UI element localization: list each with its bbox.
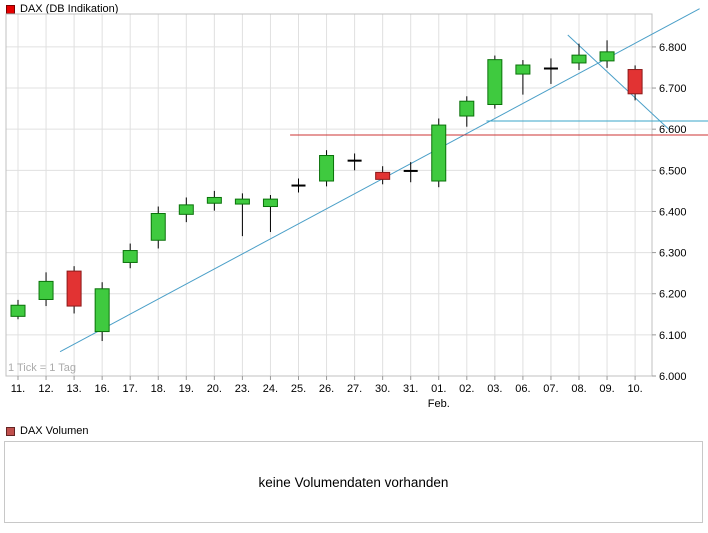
candle-up-body xyxy=(319,155,335,182)
candle-doji-body xyxy=(291,184,306,187)
tick-interval-watermark: 1 Tick = 1 Tag xyxy=(8,362,76,374)
candles xyxy=(10,40,643,342)
candle-down-body xyxy=(375,171,391,180)
price-chart-legend: DAX (DB Indikation) xyxy=(6,3,118,15)
candle-doji-body xyxy=(543,67,558,70)
y-axis-label: 6.600 xyxy=(659,124,687,136)
y-axis-label: 6.800 xyxy=(659,42,687,54)
y-axis-label: 6.500 xyxy=(659,165,687,177)
x-axis-label: 02. xyxy=(459,383,474,395)
volume-legend-label: DAX Volumen xyxy=(20,425,89,437)
x-axis-label: 18. xyxy=(151,383,166,395)
x-axis-label: 10. xyxy=(627,383,642,395)
candle-up-body xyxy=(122,250,138,263)
candlestick-chart: 6.800 6.700 6.600 6.500 6.400 6.300 6.200 6.100… xyxy=(5,8,708,410)
candle-up-body xyxy=(459,100,475,117)
trendlines xyxy=(59,8,708,353)
y-axis: 6.800 6.700 6.600 6.500 6.400 6.300 6.200 6.100… xyxy=(652,42,687,383)
x-axis-label: 20. xyxy=(207,383,222,395)
x-axis-label: 03. xyxy=(487,383,502,395)
x-axis-label: 23. xyxy=(235,383,250,395)
month-label: Feb. xyxy=(428,398,450,410)
candle-down-body xyxy=(627,69,643,95)
x-axis-label: 26. xyxy=(319,383,334,395)
y-axis-label: 6.700 xyxy=(659,83,687,95)
candle-up-body xyxy=(262,198,278,208)
candle-up-body xyxy=(515,64,531,75)
volume-chart-legend: DAX Volumen xyxy=(6,425,88,437)
plot-frame xyxy=(5,13,653,377)
candle-up-body xyxy=(234,198,250,205)
candle-up-body xyxy=(10,304,26,317)
x-axis-label: 09. xyxy=(599,383,614,395)
volume-empty-message: keine Volumendaten vorhanden xyxy=(258,474,449,490)
price-legend-swatch-icon xyxy=(6,4,15,14)
x-axis-label: 13. xyxy=(66,383,81,395)
y-axis-label: 6.100 xyxy=(659,330,687,342)
x-axis-label: 17. xyxy=(123,383,138,395)
grid-lines xyxy=(6,14,652,377)
x-axis-label: 19. xyxy=(179,383,194,395)
volume-legend-swatch-icon xyxy=(6,426,15,436)
candle-up-body xyxy=(178,204,194,215)
x-axis-label: 06. xyxy=(515,383,530,395)
y-axis-label: 6.000 xyxy=(659,371,687,383)
x-axis-label: 25. xyxy=(291,383,306,395)
x-axis-label: 08. xyxy=(571,383,586,395)
candle-up-body xyxy=(571,54,587,64)
x-axis-label: 11. xyxy=(11,383,25,395)
candle-up-body xyxy=(94,288,110,333)
candle-doji-body xyxy=(403,169,418,172)
x-axis-label: 24. xyxy=(263,383,278,395)
trendline xyxy=(567,34,670,130)
volume-panel: keine Volumendaten vorhanden xyxy=(4,441,703,523)
x-axis: 11. 12. 13. 16. 17. 18. 19. 20. 23. 24. 25. 26. 27. 3… xyxy=(11,376,643,410)
candle-up-body xyxy=(206,196,222,204)
x-axis-label: 01. xyxy=(431,383,446,395)
x-axis-label: 12. xyxy=(38,383,53,395)
candle-up-body xyxy=(487,59,503,105)
candle-up-body xyxy=(431,124,447,182)
price-legend-label: DAX (DB Indikation) xyxy=(20,3,119,15)
y-axis-label: 6.400 xyxy=(659,206,687,218)
x-axis-label: 27. xyxy=(347,383,362,395)
candle-up-body xyxy=(150,213,166,241)
x-axis-label: 16. xyxy=(95,383,110,395)
x-axis-label: 07. xyxy=(543,383,558,395)
y-axis-label: 6.200 xyxy=(659,289,687,301)
candle-up-body xyxy=(599,51,615,62)
candle-doji-body xyxy=(347,159,362,162)
trendline xyxy=(59,8,700,353)
candle-up-body xyxy=(38,280,54,300)
x-axis-label: 30. xyxy=(375,383,390,395)
candle-down-body xyxy=(66,270,82,307)
x-axis-label: 31. xyxy=(403,383,418,395)
y-axis-label: 6.300 xyxy=(659,248,687,260)
